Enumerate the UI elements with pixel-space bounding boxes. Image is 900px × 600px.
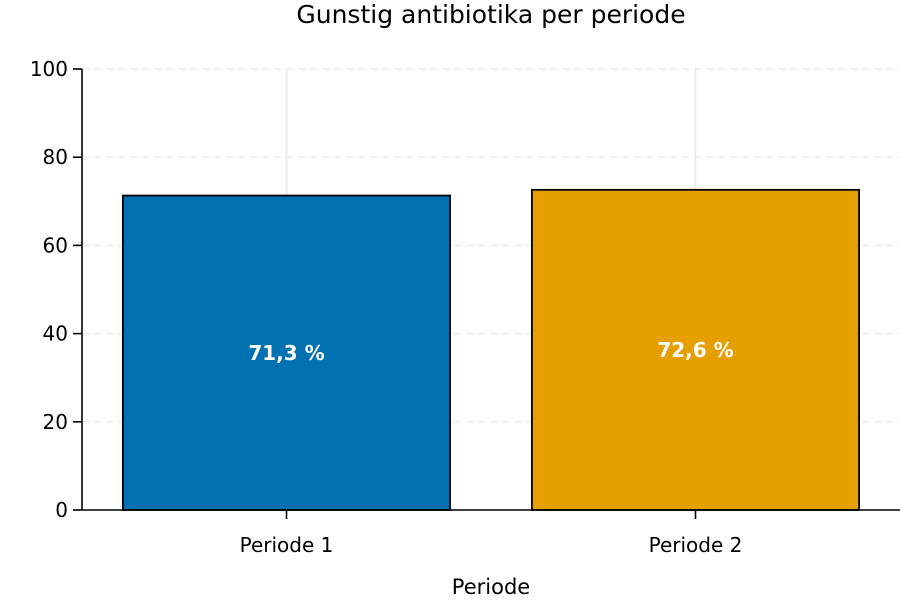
y-tick-label: 0	[55, 498, 68, 522]
data-labels: 71,3 % 72,6 %	[248, 338, 733, 365]
y-tick-label: 40	[43, 322, 68, 346]
bars	[122, 188, 861, 511]
data-label: 72,6 %	[657, 338, 733, 362]
y-tick-label: 20	[43, 410, 68, 434]
chart-title: Gunstig antibiotika per periode	[296, 0, 685, 29]
y-tick-label: 80	[43, 145, 68, 169]
data-label: 71,3 %	[248, 341, 324, 365]
bar	[122, 194, 452, 511]
y-tick-label: 100	[30, 57, 68, 81]
x-tick-label: Periode 2	[649, 533, 743, 557]
x-tick-label: Periode 1	[240, 533, 334, 557]
x-axis-label: Periode	[452, 575, 530, 599]
axes: 0 20 40 60 80 100 Periode 1 Periode 2	[30, 57, 900, 557]
y-tick-label: 60	[43, 233, 68, 257]
